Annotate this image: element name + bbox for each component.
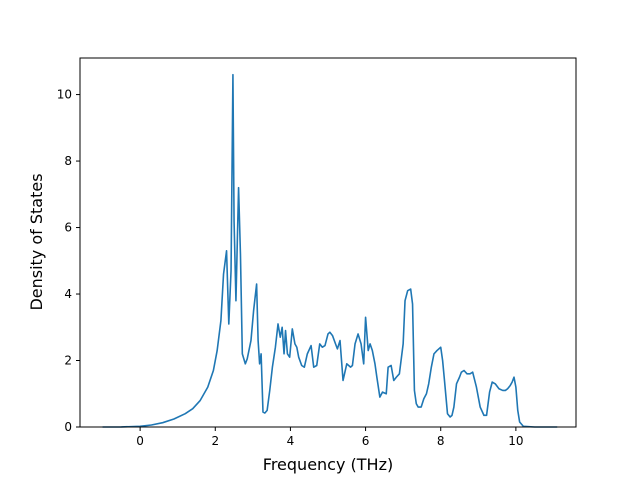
dos-series-line-0 (102, 73, 558, 428)
x-tick-label: 2 (211, 434, 219, 448)
x-tick-label: 6 (362, 434, 370, 448)
x-axis-label: Frequency (THz) (263, 455, 393, 474)
axes-frame (79, 57, 577, 428)
y-axis-label: Density of States (27, 173, 46, 310)
x-tick-label: 4 (287, 434, 295, 448)
y-tick-label: 0 (64, 420, 72, 434)
y-tick-label: 4 (64, 287, 72, 301)
y-tick-label: 6 (64, 221, 72, 235)
y-tick-label: 10 (57, 88, 72, 102)
x-tick-label: 0 (136, 434, 144, 448)
y-tick-label: 2 (64, 354, 72, 368)
x-tick-label: 10 (508, 434, 523, 448)
y-tick-label: 8 (64, 154, 72, 168)
axis-ticks: 0 2 4 6 8 10 0 2 4 6 8 10 (57, 88, 524, 448)
plot-area (79, 57, 577, 428)
x-tick-label: 8 (437, 434, 445, 448)
